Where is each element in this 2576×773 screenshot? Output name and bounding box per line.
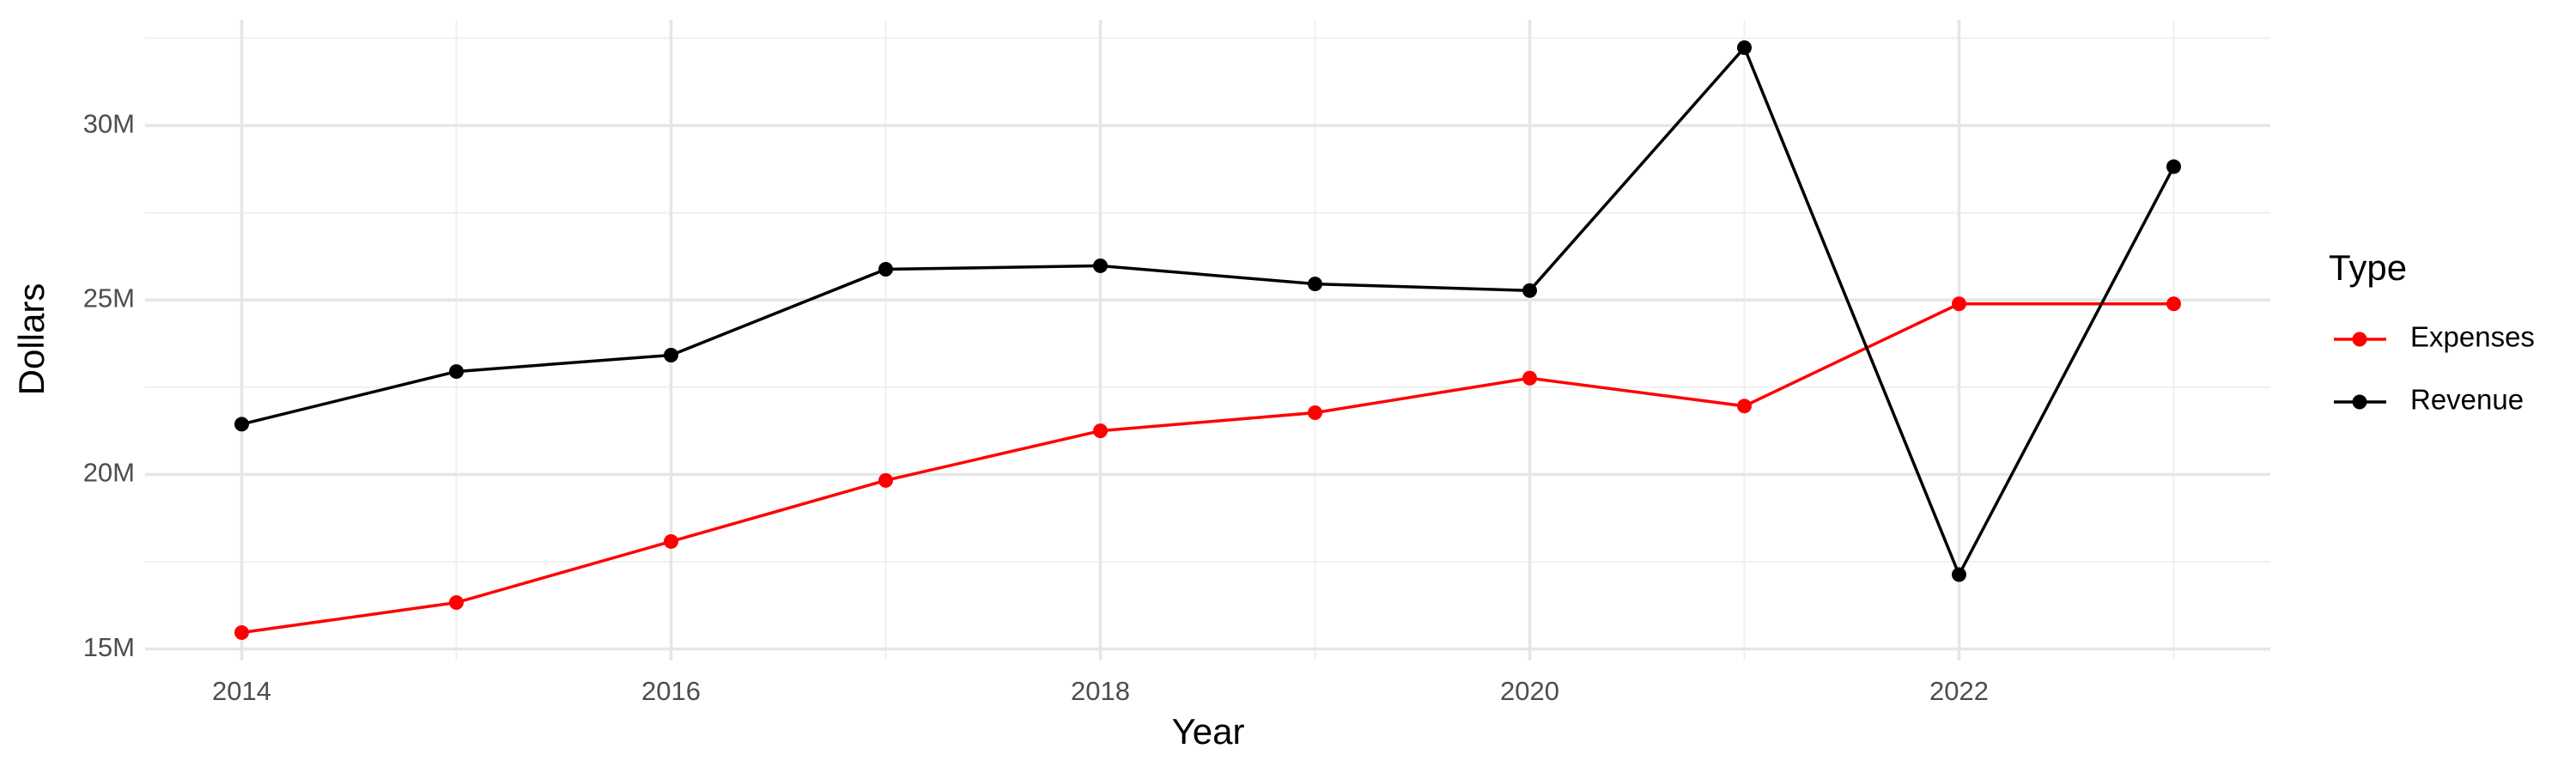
x-tick-label: 2016 [641,676,701,706]
data-point [664,533,678,549]
data-point [664,347,678,362]
data-point [878,472,893,488]
data-point [1737,399,1752,414]
data-point [1093,258,1108,273]
data-point [1737,40,1752,56]
x-axis-title: Year [1172,711,1245,752]
x-tick-label: 2020 [1500,676,1559,706]
data-point [1522,283,1537,298]
series-line [241,301,2174,635]
data-point [1952,567,1966,582]
legend-label: Expenses [2410,321,2535,353]
legend-title: Type [2329,247,2407,288]
data-point [234,417,249,432]
data-point [2166,159,2181,174]
series-line [241,45,2176,579]
data-point [1093,423,1108,439]
x-tick-label: 2014 [212,676,271,706]
y-tick-label: 30M [83,108,135,138]
x-tick-label: 2022 [1929,676,1989,706]
x-tick-label: 2018 [1071,676,1130,706]
y-tick-label: 15M [83,632,135,662]
data-point [449,364,464,380]
legend-label: Revenue [2410,384,2524,416]
legend-key-point [2352,332,2367,347]
y-tick-label: 25M [83,283,135,313]
data-point [878,262,893,277]
data-point [2166,296,2181,312]
data-point [449,595,464,611]
data-point [1308,405,1322,421]
data-point [1952,296,1966,312]
y-tick-label: 20M [83,458,135,488]
legend-key-point [2352,394,2367,410]
data-point [234,624,249,640]
y-axis-title: Dollars [11,283,52,396]
data-point [1522,370,1537,386]
data-point [1308,277,1322,292]
